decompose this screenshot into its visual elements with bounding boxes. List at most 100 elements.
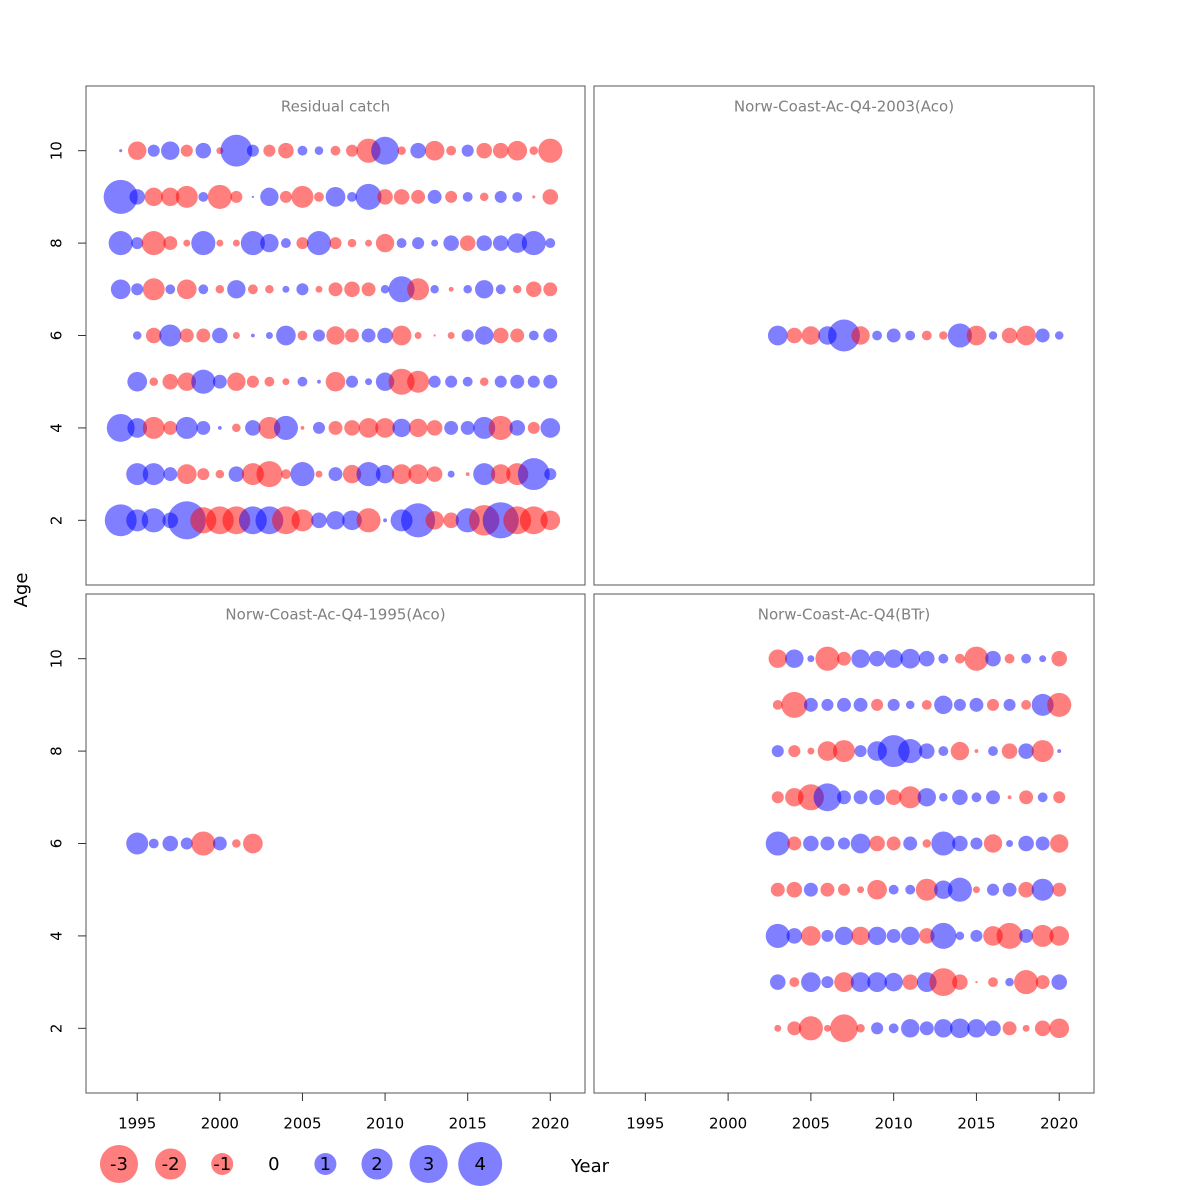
bubble — [475, 280, 494, 299]
bubble — [119, 149, 123, 153]
bubble — [128, 141, 147, 160]
bubble — [281, 469, 291, 480]
legend-label: -1 — [213, 1154, 231, 1175]
bubble — [527, 375, 540, 388]
bubble — [197, 468, 210, 481]
bubble — [938, 746, 949, 757]
bubble — [108, 231, 133, 256]
x-tick-label: 2000 — [709, 1115, 747, 1133]
bubble — [191, 231, 216, 256]
bubble — [462, 376, 473, 387]
bubble — [767, 325, 788, 346]
bubble — [543, 328, 558, 343]
bubble — [448, 286, 454, 292]
bubble — [787, 836, 802, 851]
bubble — [540, 510, 561, 531]
bubble — [258, 416, 281, 439]
bubble — [232, 332, 240, 339]
bubble — [375, 233, 395, 253]
y-tick-label: 6 — [48, 839, 66, 849]
x-tick-label: 2010 — [875, 1115, 913, 1133]
bubble — [950, 741, 970, 761]
bubble — [462, 191, 473, 202]
y-tick-label: 4 — [48, 423, 66, 433]
bubble — [510, 374, 525, 389]
bubble — [411, 189, 426, 204]
bubble — [375, 464, 395, 484]
bubble — [871, 698, 884, 711]
legend-label: -3 — [110, 1154, 128, 1175]
bubble — [1006, 840, 1014, 847]
bubble — [476, 142, 492, 159]
bubble — [934, 1019, 953, 1038]
bubble — [815, 646, 840, 671]
bubble — [479, 377, 489, 386]
bubble — [212, 327, 228, 344]
bubble — [931, 831, 956, 856]
bubble — [131, 283, 144, 296]
legend-bubble — [211, 1153, 234, 1175]
bubble — [265, 332, 273, 339]
bubble — [312, 329, 326, 342]
bubble — [521, 231, 546, 256]
bubble — [1034, 1020, 1051, 1037]
bubble — [854, 745, 867, 758]
bubble — [243, 833, 263, 854]
bubble — [358, 418, 379, 438]
bubble — [902, 974, 919, 990]
bubble — [905, 700, 915, 710]
bubble — [1051, 650, 1068, 667]
bubble — [1018, 881, 1034, 898]
bubble — [820, 882, 835, 897]
bubble — [263, 144, 276, 157]
bubble — [934, 695, 953, 715]
bubble — [1002, 882, 1017, 897]
panel-frame — [593, 85, 1095, 586]
bubble — [296, 283, 309, 296]
bubble — [985, 1020, 1001, 1037]
bubble — [527, 421, 540, 434]
panel-title: Norw-Coast-Ac-Q4-1995(Aco) — [225, 606, 445, 624]
bubble — [282, 378, 290, 386]
bubble — [126, 509, 149, 532]
bubble — [801, 972, 821, 992]
bubble — [1050, 834, 1069, 853]
bubble — [431, 239, 439, 247]
bubble — [1001, 327, 1018, 344]
bubble — [356, 462, 381, 487]
bubble — [898, 739, 923, 764]
bubble — [869, 789, 885, 806]
bubble — [768, 649, 787, 668]
bubble — [430, 285, 439, 294]
bubble — [144, 187, 163, 207]
bubble — [872, 330, 883, 341]
bubble — [850, 972, 871, 992]
bubble — [162, 373, 179, 390]
bubble — [492, 327, 509, 344]
bubble — [141, 508, 166, 533]
bubble — [159, 324, 182, 347]
bubble — [765, 923, 790, 948]
bubble — [1019, 790, 1034, 805]
y-tick-label: 8 — [48, 746, 66, 756]
bubble — [445, 190, 458, 203]
bubble — [215, 469, 225, 479]
bubble — [1021, 653, 1032, 664]
bubble — [476, 235, 492, 251]
bubble — [383, 518, 387, 523]
bubble — [165, 284, 176, 295]
bubble — [1021, 699, 1032, 710]
bubble — [947, 323, 972, 348]
bubble — [246, 375, 259, 388]
bubble — [278, 142, 294, 159]
bubble — [871, 1022, 884, 1035]
bubble — [970, 929, 983, 942]
bubble — [952, 835, 968, 852]
bubble — [771, 745, 784, 758]
bubble — [317, 379, 321, 384]
bubble — [1031, 740, 1054, 763]
bubble — [365, 239, 373, 247]
bubble — [771, 791, 784, 804]
bubble — [424, 140, 445, 161]
bubble — [232, 839, 241, 848]
